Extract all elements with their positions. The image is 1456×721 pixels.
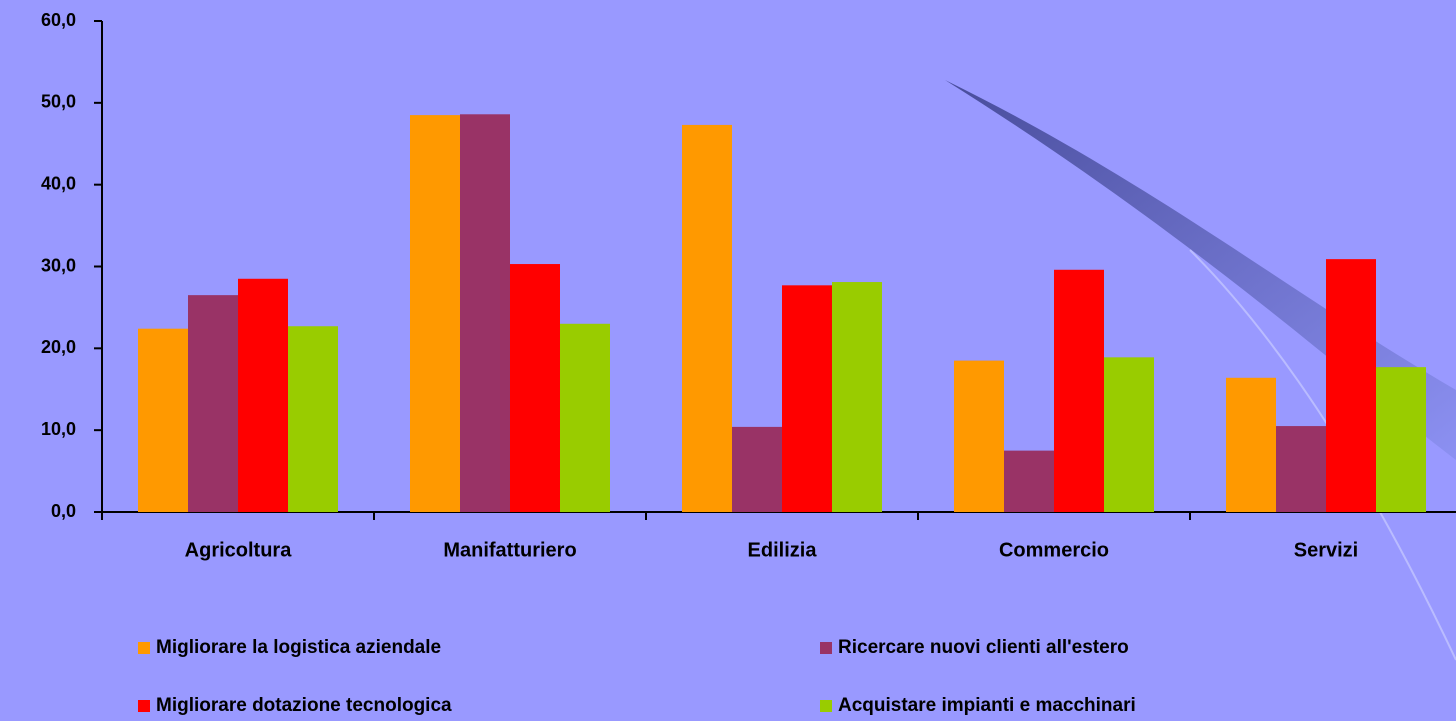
legend-swatch — [138, 642, 150, 654]
bar — [188, 295, 238, 512]
bar — [1376, 367, 1426, 512]
x-tick-label: Manifatturiero — [443, 539, 576, 561]
legend-swatch — [820, 700, 832, 712]
bar — [682, 124, 732, 512]
x-tick-label: Servizi — [1294, 539, 1358, 561]
legend-label: Ricercare nuovi clienti all'estero — [838, 637, 1129, 658]
legend-label: Acquistare impianti e macchinari — [838, 695, 1136, 716]
bar — [510, 264, 560, 512]
bar — [460, 114, 510, 512]
bar — [238, 278, 288, 512]
x-tick-label: Edilizia — [748, 539, 818, 561]
legend-label: Migliorare la logistica aziendale — [156, 637, 441, 658]
bar — [1226, 377, 1276, 512]
bar — [1104, 357, 1154, 512]
x-tick-label: Agricoltura — [185, 539, 293, 561]
bar — [288, 326, 338, 512]
bar — [1326, 259, 1376, 512]
y-tick-label: 10,0 — [41, 419, 76, 439]
bar — [560, 323, 610, 512]
legend-swatch — [138, 700, 150, 712]
y-tick-label: 20,0 — [41, 337, 76, 357]
y-tick-label: 60,0 — [41, 10, 76, 30]
bar — [410, 115, 460, 512]
bar — [1054, 269, 1104, 512]
y-tick-label: 40,0 — [41, 173, 76, 193]
legend-swatch — [820, 642, 832, 654]
bar — [732, 426, 782, 512]
y-tick-label: 30,0 — [41, 255, 76, 275]
legend-label: Migliorare dotazione tecnologica — [156, 695, 452, 716]
bar — [138, 328, 188, 512]
x-tick-label: Commercio — [999, 539, 1109, 561]
bar — [954, 360, 1004, 512]
bar — [1004, 450, 1054, 512]
y-tick-label: 50,0 — [41, 92, 76, 112]
y-tick-label: 0,0 — [51, 501, 76, 521]
bar — [782, 285, 832, 512]
bar — [1276, 426, 1326, 512]
bar — [832, 282, 882, 512]
